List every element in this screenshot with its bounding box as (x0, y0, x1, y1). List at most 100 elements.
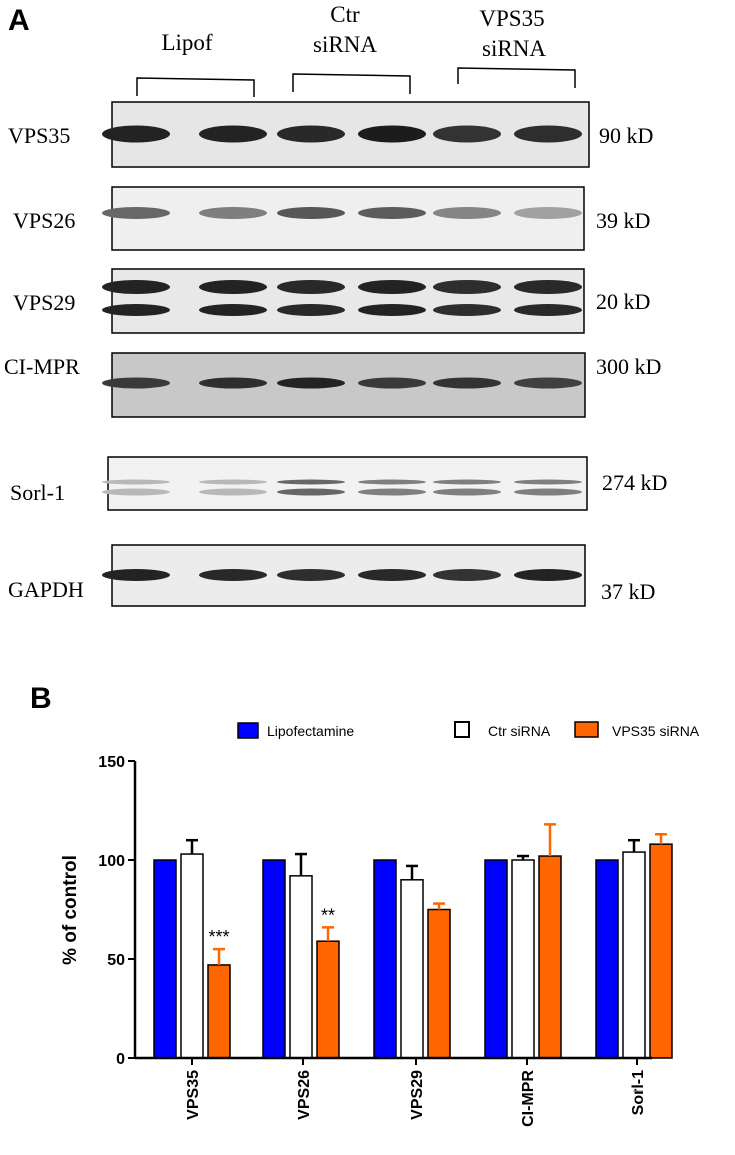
blot-band (102, 377, 170, 389)
lane-bracket-vps35 (457, 67, 576, 88)
blot-band (514, 280, 582, 294)
blot-band (277, 569, 345, 581)
blot-band (199, 479, 267, 485)
blot-row-vps35: VPS35 90 kD (8, 101, 653, 168)
chart-axes (133, 761, 652, 1060)
blot-band (277, 125, 345, 143)
bar (427, 908, 451, 1059)
blot-band (514, 125, 582, 143)
blot-band (358, 280, 426, 294)
bar (484, 859, 508, 1059)
protein-label: Sorl-1 (10, 480, 65, 505)
blot-band (199, 280, 267, 294)
lane-group-label-lipof: Lipof (161, 30, 212, 55)
blot-strip (111, 186, 585, 251)
blot-band (199, 207, 267, 219)
protein-label: VPS29 (13, 290, 75, 315)
blot-band (102, 125, 170, 143)
bar-chart: Lipofectamine Ctr siRNA VPS35 siRNA % of… (60, 721, 700, 1127)
x-axis-labels: VPS35 VPS26 VPS29 CI-MPR Sorl-1 (185, 1058, 647, 1127)
blot-band-lower (358, 304, 426, 316)
blot-strip (111, 101, 590, 168)
bar (180, 853, 204, 1059)
molecular-weight-label: 37 kD (601, 579, 655, 604)
blot-band-lower (514, 304, 582, 316)
panel-letter-a: A (8, 4, 30, 37)
blot-band (277, 479, 345, 485)
bar (289, 875, 313, 1059)
blot-band (433, 377, 501, 389)
bar (316, 940, 340, 1059)
blot-band (199, 569, 267, 581)
blot-strip (107, 456, 588, 511)
blot-band (514, 207, 582, 219)
bar (400, 879, 424, 1059)
chart-legend: Lipofectamine Ctr siRNA VPS35 siRNA (237, 721, 700, 739)
legend-label-ctr-sirna: Ctr siRNA (488, 723, 551, 739)
lane-group-label-vps35-line1: VPS35 (479, 6, 544, 31)
x-tick-label: VPS29 (409, 1070, 426, 1120)
blot-band-lower (277, 304, 345, 316)
bar (649, 843, 673, 1059)
protein-label: CI-MPR (4, 354, 80, 379)
blot-band (433, 479, 501, 485)
significance-marker: *** (208, 927, 229, 947)
molecular-weight-label: 20 kD (596, 289, 650, 314)
molecular-weight-label: 39 kD (596, 208, 650, 233)
bar-series (153, 823, 673, 1059)
lane-group-label-vps35-line2: siRNA (482, 36, 546, 61)
blot-band (433, 125, 501, 143)
blot-band (102, 280, 170, 294)
blot-band (199, 377, 267, 389)
blot-band (358, 479, 426, 485)
blot-band (102, 479, 170, 485)
blot-row-vps26: VPS26 39 kD (13, 186, 650, 251)
blot-band-lower (358, 488, 426, 496)
bar (538, 855, 562, 1059)
protein-label: VPS35 (8, 123, 70, 148)
bar (153, 859, 177, 1059)
protein-label: GAPDH (8, 577, 84, 602)
bar (622, 851, 646, 1059)
blot-band-lower (199, 488, 267, 496)
lane-bracket-lipof (136, 77, 255, 97)
blot-band (358, 569, 426, 581)
y-tick-label: 150 (98, 754, 125, 771)
blot-band (277, 207, 345, 219)
blot-band (514, 569, 582, 581)
blot-band (102, 207, 170, 219)
blot-band (277, 280, 345, 294)
blot-band-lower (433, 488, 501, 496)
molecular-weight-label: 274 kD (602, 470, 667, 495)
blot-band-lower (433, 304, 501, 316)
blot-row-ci-mpr: CI-MPR 300 kD (4, 352, 661, 418)
molecular-weight-label: 300 kD (596, 354, 661, 379)
lane-group-label-ctr-line2: siRNA (313, 32, 377, 57)
blot-band (199, 125, 267, 143)
blot-band-lower (199, 304, 267, 316)
blot-band (514, 479, 582, 485)
protein-label: VPS26 (13, 208, 75, 233)
bar (595, 859, 619, 1059)
panel-letter-b: B (30, 682, 52, 715)
significance-marker: ** (321, 905, 335, 925)
significance-annotations: ***** (208, 905, 335, 947)
blot-band (358, 377, 426, 389)
blot-band-lower (514, 488, 582, 496)
molecular-weight-label: 90 kD (599, 123, 653, 148)
lane-group-label-ctr-line1: Ctr (330, 2, 360, 27)
lane-bracket-ctr (292, 73, 411, 94)
x-tick-label: VPS35 (185, 1070, 202, 1120)
blot-band (358, 125, 426, 143)
western-blot-panel: Lipof Ctr siRNA VPS35 siRNA VPS35 90 kD … (4, 2, 667, 607)
y-axis-ticks: 0 50 100 150 (98, 754, 135, 1068)
legend-swatch-lipofectamine (237, 722, 259, 739)
blot-row-sorl-1: Sorl-1 274 kD (10, 456, 667, 511)
y-axis-label: % of control (60, 855, 81, 965)
legend-label-lipofectamine: Lipofectamine (267, 723, 354, 739)
x-tick-label: CI-MPR (520, 1070, 537, 1127)
blot-band (514, 377, 582, 389)
blot-band (433, 569, 501, 581)
bar (207, 964, 231, 1059)
